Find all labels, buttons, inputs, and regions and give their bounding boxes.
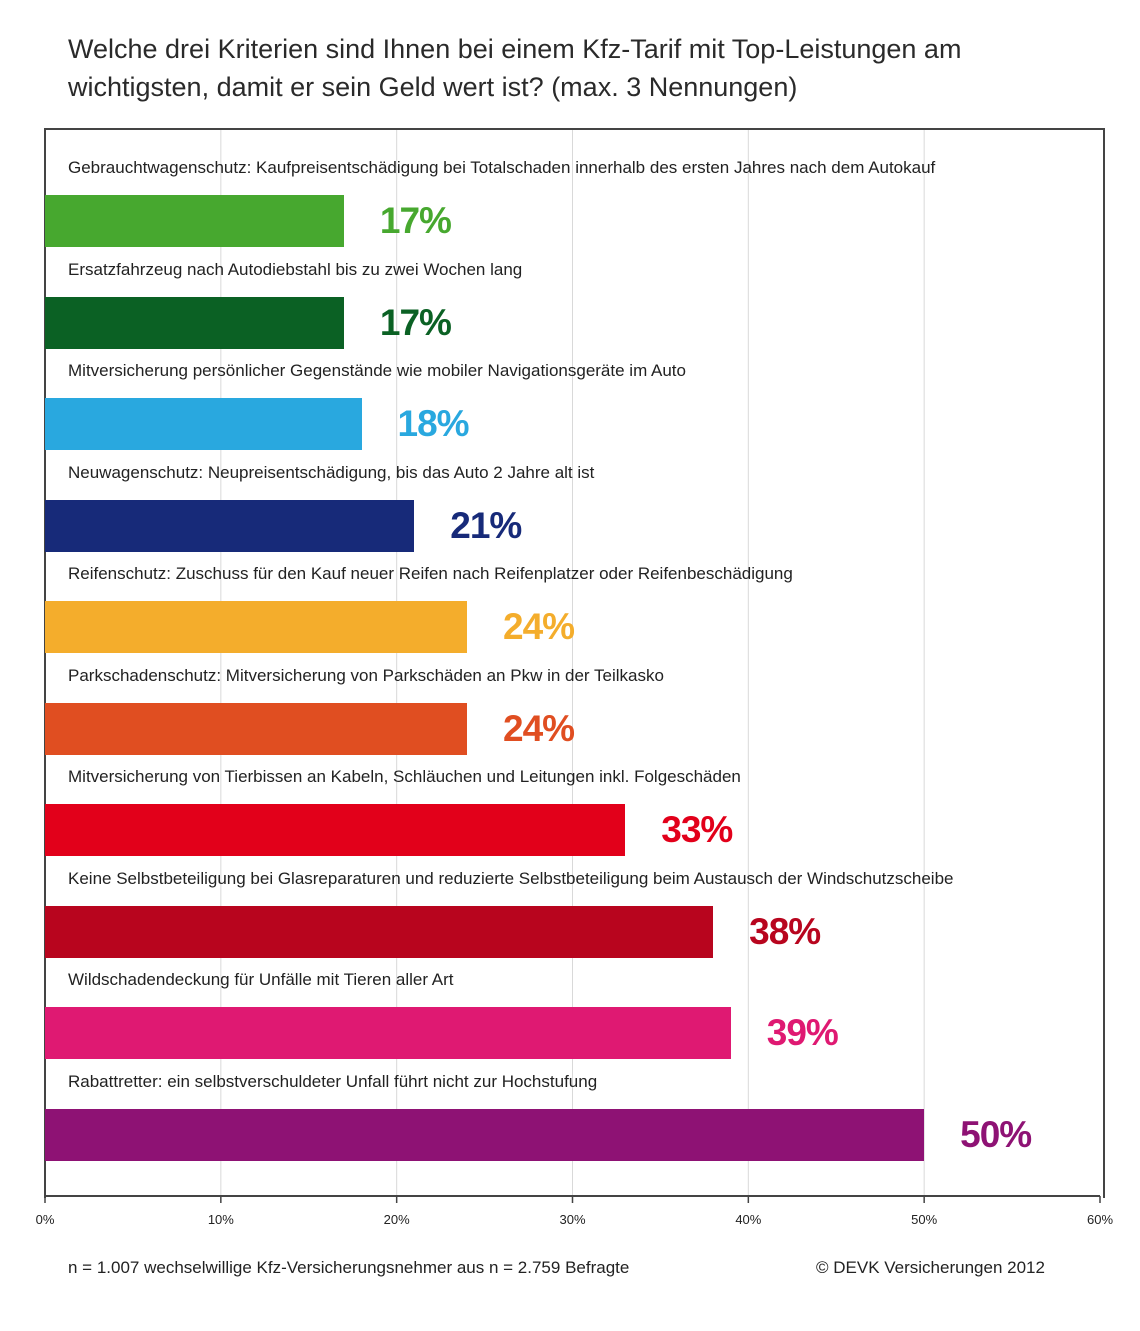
value-label: 18%	[397, 403, 470, 444]
plot-area	[44, 128, 1105, 1198]
x-tick-label: 10%	[207, 1212, 234, 1227]
category-label: Mitversicherung von Tierbissen an Kabeln…	[68, 767, 741, 786]
value-label: 17%	[379, 200, 452, 241]
category-label: Parkschadenschutz: Mitversicherung von P…	[68, 665, 664, 685]
x-tick-label: 30%	[559, 1212, 586, 1227]
bar	[45, 804, 626, 856]
value-label: 17%	[379, 301, 452, 343]
copyright-note: © DEVK Versicherungen 2012	[816, 1258, 1045, 1277]
bar	[45, 601, 467, 653]
bar	[45, 499, 415, 552]
x-tick-label: 60%	[1086, 1212, 1114, 1227]
chart-title: Welche drei Kriterien sind Ihnen bei ein…	[68, 34, 962, 102]
bar	[45, 905, 714, 958]
bar	[45, 1108, 925, 1161]
x-tick-label: 50%	[911, 1212, 938, 1227]
value-label: 33%	[661, 809, 733, 850]
bar	[45, 702, 467, 755]
category-label: Mitversicherung persönlicher Gegenstände…	[68, 361, 686, 380]
value-label: 38%	[749, 910, 821, 952]
category-label: Rabattretter: ein selbstverschuldeter Un…	[68, 1071, 598, 1091]
value-label: 24%	[503, 606, 575, 647]
category-label: Reifenschutz: Zuschuss für den Kauf neue…	[68, 564, 793, 583]
bar	[45, 398, 362, 450]
category-label: Wildschadendeckung für Unfälle mit Tiere…	[68, 970, 454, 989]
category-label: Gebrauchtwagenschutz: Kaufpreisentschädi…	[68, 158, 936, 177]
value-label: 24%	[503, 707, 575, 749]
bar	[45, 195, 344, 247]
value-label: 50%	[960, 1113, 1032, 1155]
category-label: Keine Selbstbeteiligung bei Glasreparatu…	[68, 868, 954, 888]
sample-note: n = 1.007 wechselwillige Kfz-Versicherun…	[68, 1258, 630, 1277]
x-tick-label: 20%	[383, 1212, 410, 1227]
bar	[45, 296, 344, 349]
value-label: 39%	[766, 1012, 839, 1053]
category-label: Ersatzfahrzeug nach Autodiebstahl bis zu…	[68, 259, 523, 279]
bar	[45, 1007, 731, 1059]
value-label: 21%	[450, 504, 522, 546]
category-label: Neuwagenschutz: Neupreisentschädigung, b…	[68, 462, 595, 482]
x-tick-label: 0%	[35, 1212, 55, 1227]
x-tick-label: 40%	[735, 1212, 762, 1227]
